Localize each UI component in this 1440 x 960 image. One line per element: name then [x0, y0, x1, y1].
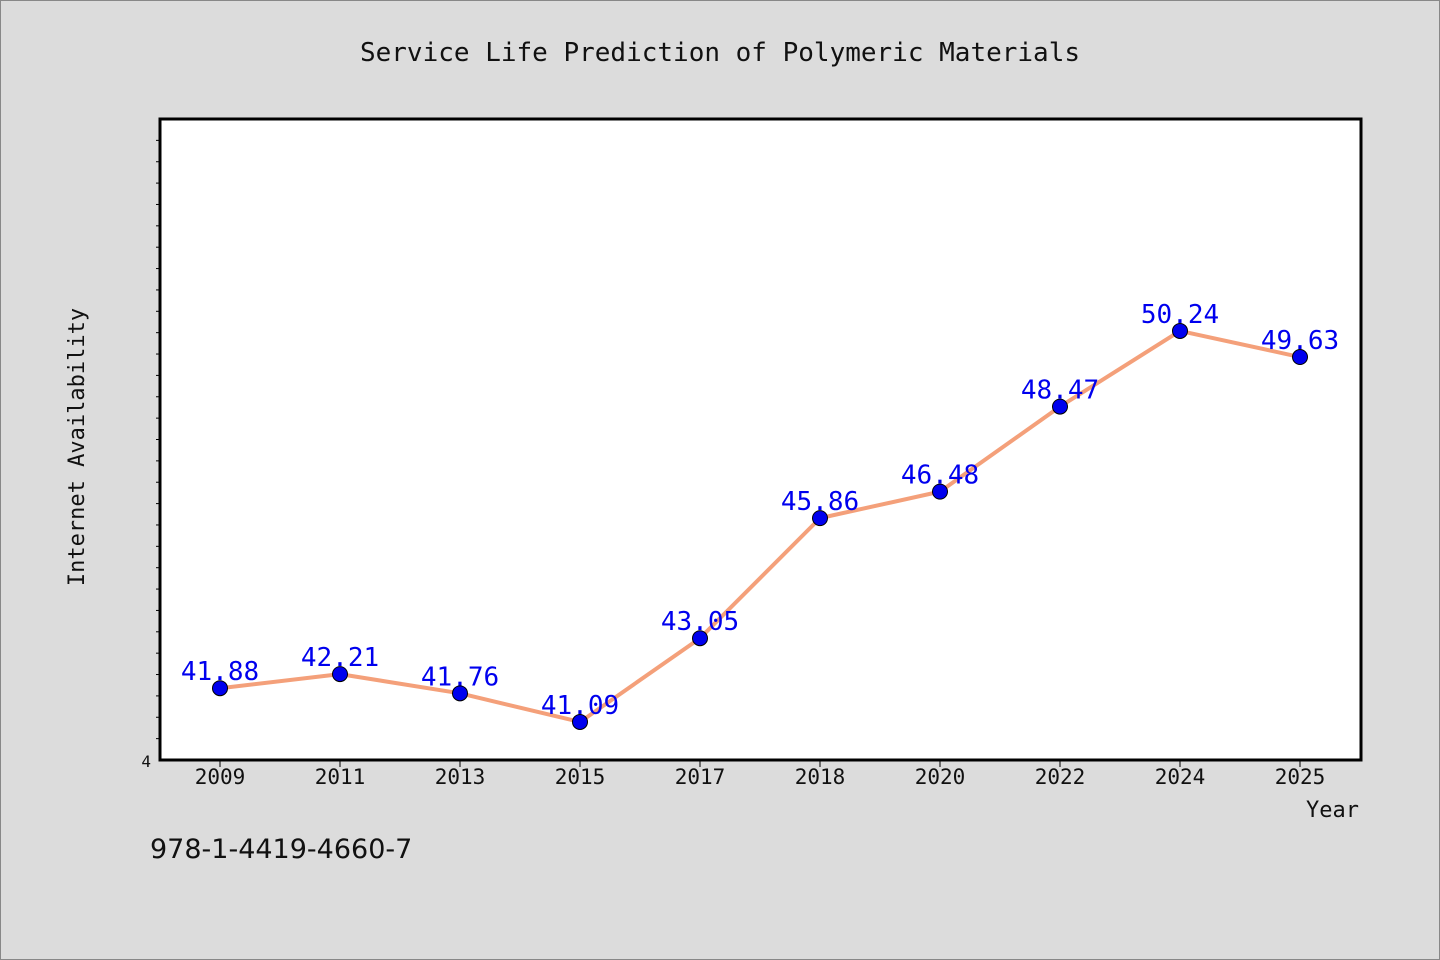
- data-point: [932, 483, 948, 500]
- data-label: 41.09: [541, 691, 619, 721]
- data-point: [1292, 349, 1308, 366]
- data-point: [212, 680, 228, 697]
- x-tick-label: 2015: [555, 765, 606, 789]
- x-tick-label: 2017: [675, 765, 726, 789]
- y-axis-label: Internet Availability: [65, 308, 90, 586]
- x-tick-label: 2009: [195, 765, 246, 789]
- data-label: 42.21: [301, 643, 379, 673]
- x-ticks: 2009 2011 2013 2015 2017 2018 2020 2022 2024 2025: [195, 760, 1326, 789]
- data-point: [692, 630, 708, 647]
- x-tick-label: 2024: [1155, 765, 1206, 789]
- x-tick-label: 2020: [915, 765, 966, 789]
- x-tick-label: 2013: [435, 765, 486, 789]
- data-label: 50.24: [1141, 300, 1219, 330]
- y-tick-label: 4: [141, 752, 151, 771]
- x-tick-label: 2011: [315, 765, 366, 789]
- data-label: 48.47: [1021, 376, 1099, 406]
- data-point: [452, 685, 468, 702]
- x-tick-label: 2018: [795, 765, 846, 789]
- data-label: 49.63: [1261, 326, 1339, 356]
- data-label: 43.05: [661, 607, 739, 637]
- data-label: 41.76: [421, 662, 499, 692]
- data-point: [812, 510, 828, 527]
- data-label: 41.88: [181, 657, 259, 687]
- footer-code: 978-1-4419-4660-7: [150, 834, 413, 865]
- x-tick-label: 2022: [1035, 765, 1086, 789]
- x-axis-label: Year: [1306, 798, 1359, 823]
- data-point: [1052, 398, 1068, 415]
- data-point: [572, 713, 588, 730]
- data-point: [1172, 322, 1188, 339]
- y-ticks: [156, 139, 160, 740]
- x-tick-label: 2025: [1275, 765, 1326, 789]
- data-label: 46.48: [901, 461, 979, 491]
- series-line: [218, 328, 1302, 724]
- series: 41.88 42.21 41.76 41.09 43.05 45.86 46.48 48.47…: [181, 300, 1339, 730]
- data-label: 45.86: [781, 487, 859, 517]
- plot-area: [158, 117, 1363, 762]
- data-point: [332, 666, 348, 683]
- chart-title: Service Life Prediction of Polymeric Mat…: [360, 38, 1080, 68]
